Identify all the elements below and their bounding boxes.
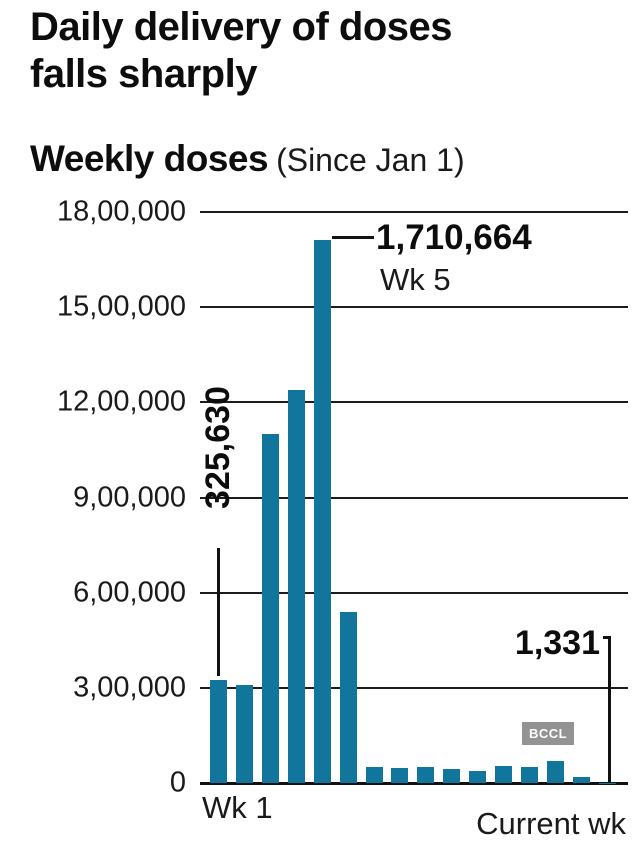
bars <box>210 212 616 783</box>
y-tick-label: 9,00,000 <box>73 481 186 513</box>
bar-week-14 <box>546 761 564 783</box>
annotation-peak-leader-line <box>332 236 374 239</box>
gridline <box>200 496 628 499</box>
annotation-week1-value: 325,630 <box>198 385 237 509</box>
page-title-line2: falls sharply <box>30 52 257 97</box>
gridline <box>200 591 628 594</box>
annotation-current-leader-line <box>603 636 611 783</box>
gridline <box>200 686 628 689</box>
page-title: Daily delivery of doses falls sharply <box>30 4 620 98</box>
bar-week-15 <box>572 776 590 783</box>
y-tick-label: 15,00,000 <box>56 290 186 323</box>
bar-week-4 <box>287 389 305 783</box>
chart-subtitle-note: (Since Jan 1) <box>276 142 465 178</box>
x-axis-line <box>200 782 628 785</box>
bar-week-13 <box>521 767 539 783</box>
annotation-current-value: 1,331 <box>514 624 600 662</box>
plot-area <box>200 211 628 785</box>
gridline <box>200 211 628 213</box>
annotation-peak-label: Wk 5 <box>380 262 451 297</box>
y-tick-label: 12,00,000 <box>56 385 186 418</box>
y-axis-labels: 18,00,000 15,00,000 12,00,000 9,00,000 6,00,… <box>0 196 192 799</box>
y-tick-label: 6,00,000 <box>73 576 186 609</box>
chart-subtitle-main: Weekly doses <box>30 138 269 179</box>
bar-week-6 <box>339 611 357 783</box>
page-title-line1: Daily delivery of doses <box>30 5 453 49</box>
bar-week-10 <box>443 768 461 783</box>
bar-wk-1 <box>210 679 227 783</box>
gridline <box>200 306 628 309</box>
annotation-peak-value: 1,710,664 <box>376 218 532 257</box>
bar-week-11 <box>469 770 487 783</box>
annotation-week1-leader-line <box>217 548 220 676</box>
chart-subtitle: Weekly doses (Since Jan 1) <box>30 138 630 180</box>
bar-week-8 <box>391 767 409 783</box>
annotation-week1: 325,630 <box>196 352 240 542</box>
x-axis-label-wk1: Wk 1 <box>202 790 273 825</box>
bar-week-2 <box>235 684 253 783</box>
bar-wk-5 <box>313 240 331 783</box>
x-axis-label-current-wk: Current wk <box>476 806 626 841</box>
bar-week-3 <box>261 434 279 783</box>
bar-week-9 <box>417 767 435 783</box>
gridline <box>200 401 628 404</box>
bar-week-12 <box>495 765 513 783</box>
y-tick-label: 18,00,000 <box>56 195 186 228</box>
y-tick-label: 3,00,000 <box>73 671 186 704</box>
bccl-watermark: BCCL <box>522 722 574 745</box>
bar-week-7 <box>365 767 383 783</box>
y-tick-label: 0 <box>169 766 186 799</box>
bar-chart: 18,00,000 15,00,000 12,00,000 9,00,000 6,00,… <box>0 196 640 799</box>
